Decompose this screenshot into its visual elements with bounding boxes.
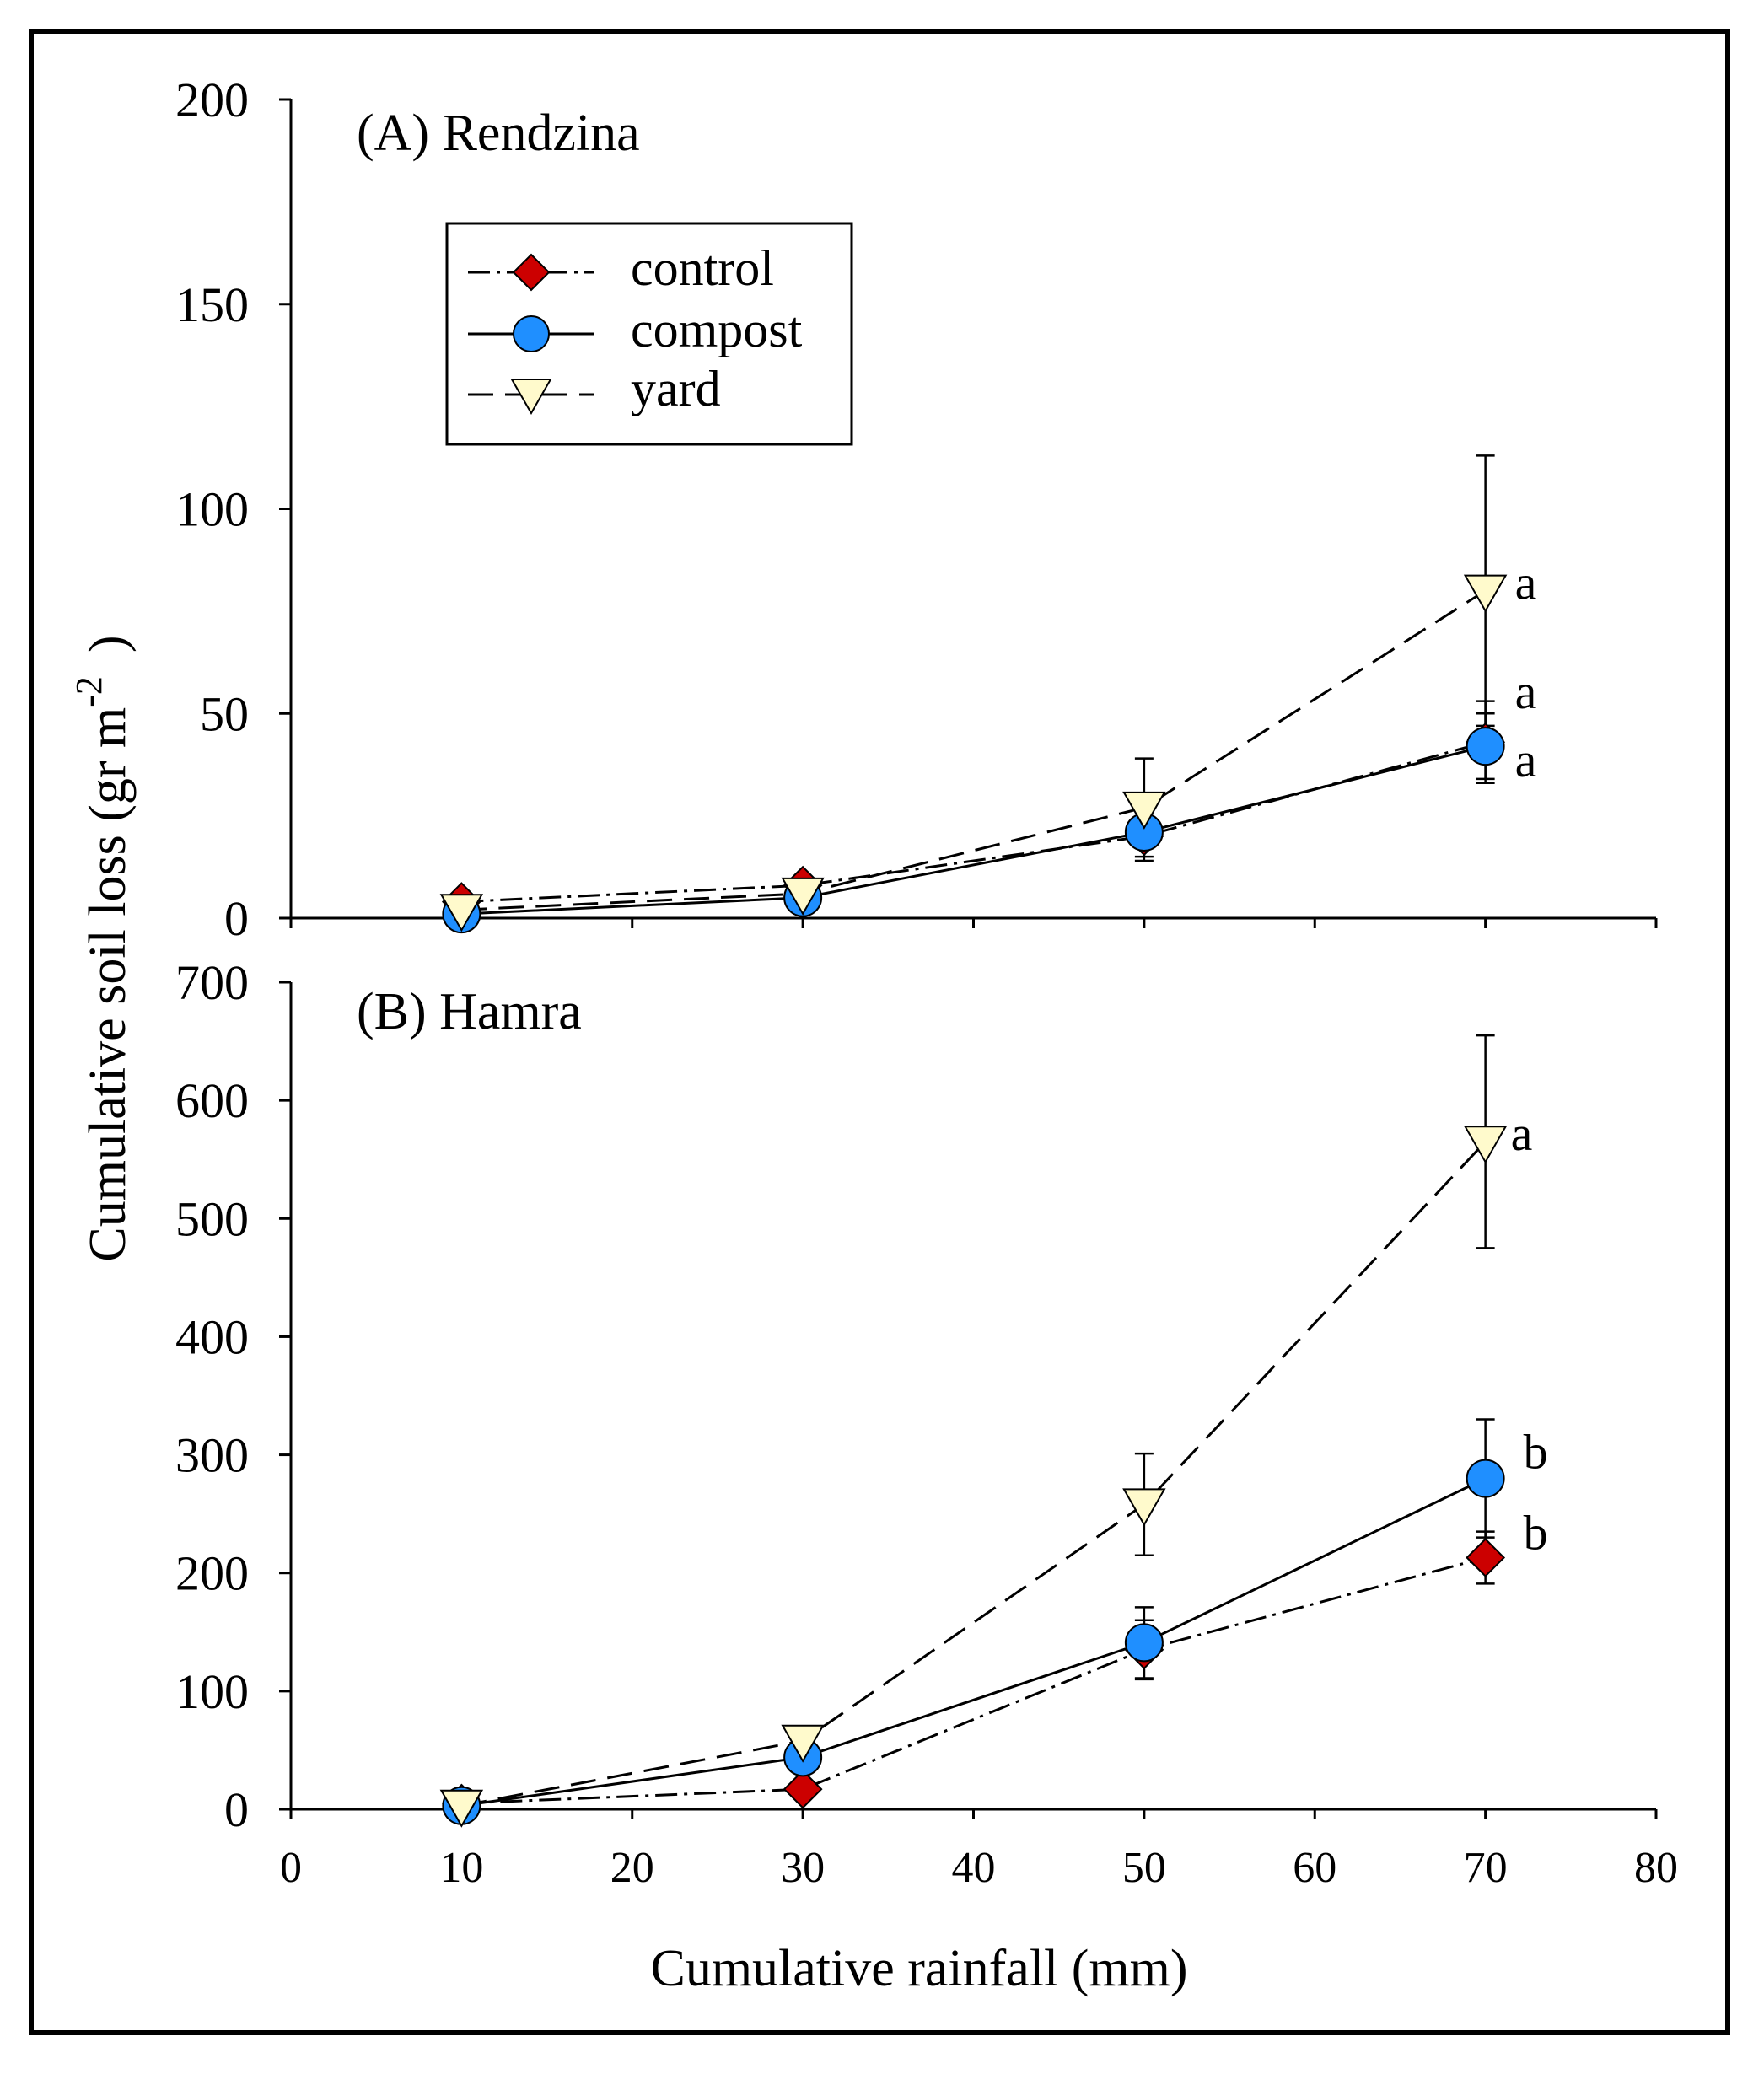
panel-b-plot: 0 100 200 300 400 500 600 700 0 10 20 30 40 50 60 70 80 b…: [175, 955, 1678, 1892]
point-compost: [1466, 727, 1505, 766]
point-control: [783, 1769, 823, 1809]
point-yard: [1122, 791, 1166, 830]
legend-label-yard: yard: [631, 361, 721, 416]
x-tick-label: 50: [1122, 1844, 1166, 1892]
y-axis-label-main: Cumulative soil loss (gr m: [79, 707, 137, 1262]
series-line-control-b: [461, 1556, 1487, 1805]
series-line-yard-b: [461, 1141, 1487, 1808]
series-line-compost-b: [461, 1477, 1487, 1808]
series-line-control-a: [461, 740, 1487, 904]
y-tick-label-a: 50: [200, 686, 249, 741]
y-tick-label-b: 200: [175, 1546, 249, 1601]
y-tick-label-a: 100: [175, 482, 249, 537]
legend-marker-yard: [510, 379, 552, 416]
point-control: [1466, 1538, 1506, 1577]
legend-label-compost: compost: [631, 302, 803, 357]
significance-letter-yard-a: a: [1515, 556, 1537, 610]
x-tick-label: 30: [781, 1844, 825, 1892]
y-tick-label-b: 100: [175, 1664, 249, 1719]
y-tick-label-b: 600: [175, 1073, 249, 1128]
series-line-yard-a: [461, 589, 1487, 911]
point-yard: [1122, 1488, 1166, 1527]
y-tick-label-b: 700: [175, 955, 249, 1010]
x-tick-label: 60: [1293, 1844, 1336, 1892]
panel-b-title: (B) Hamra: [357, 983, 582, 1040]
panel-a-title: (A) Rendzina: [357, 105, 640, 162]
y-tick-label-a: 0: [224, 891, 249, 946]
legend-marker-compost: [513, 315, 550, 352]
series-line-compost-a: [461, 744, 1486, 916]
y-tick-label-a: 200: [175, 73, 249, 127]
y-tick-label-a: 150: [175, 277, 249, 332]
point-compost: [1466, 1459, 1505, 1498]
point-yard: [439, 1789, 484, 1828]
x-axis-label: Cumulative rainfall (mm): [650, 1940, 1187, 1997]
legend-label-control: control: [631, 240, 774, 296]
point-yard: [781, 1724, 825, 1763]
y-tick-label-b: 400: [175, 1309, 249, 1364]
legend: control compost yard: [445, 222, 853, 446]
x-tick-label: 20: [610, 1844, 654, 1892]
point-yard: [781, 877, 825, 916]
x-tick-label: 10: [439, 1844, 483, 1892]
point-compost: [1124, 1623, 1164, 1663]
figure-frame: [29, 29, 1730, 2035]
significance-letter-control-a: a: [1515, 664, 1537, 719]
y-tick-label-b: 500: [175, 1191, 249, 1246]
x-tick-label: 80: [1634, 1844, 1678, 1892]
x-tick-label: 70: [1464, 1844, 1508, 1892]
significance-letter-compost-b: b: [1524, 1425, 1548, 1480]
y-axis-label-close: ): [79, 635, 137, 653]
y-tick-label-b: 300: [175, 1428, 249, 1483]
point-yard: [1463, 1126, 1508, 1164]
y-axis-label-sup: -2: [68, 676, 110, 707]
x-tick-label: 0: [280, 1844, 302, 1892]
y-tick-label-b: 0: [224, 1782, 249, 1837]
significance-letter-compost-a: a: [1515, 733, 1537, 787]
significance-letter-control-b: b: [1524, 1505, 1548, 1560]
significance-letter-yard-b: a: [1511, 1106, 1533, 1161]
point-yard: [439, 894, 484, 932]
legend-marker-control: [512, 253, 551, 292]
y-axis-label: Cumulative soil loss (gr m-2): [68, 635, 137, 1261]
point-yard: [1463, 574, 1508, 613]
x-tick-label: 40: [952, 1844, 996, 1892]
